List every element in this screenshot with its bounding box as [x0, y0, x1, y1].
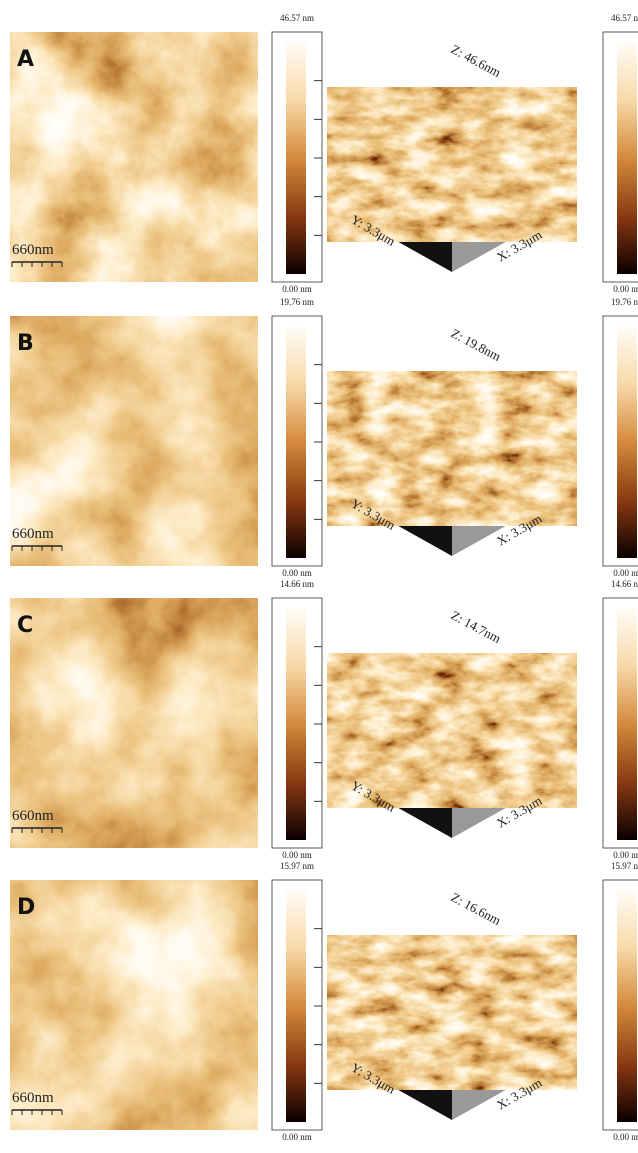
colorbar-gradient [286, 890, 306, 1122]
right-colorbar-max: 15.97 nm [611, 861, 638, 871]
right-colorbar-min: 0.00 nm [613, 284, 638, 294]
colorbar-max: 19.76 nm [280, 297, 314, 307]
panel: B 660nm 19.76 nm 0.00 nm 19.76 nm 0.00 nm Z: 1… [10, 297, 638, 578]
colorbar-gradient [286, 42, 306, 274]
z-axis-label: Z: 14.7nm [449, 607, 504, 646]
right-colorbar-gradient [617, 326, 637, 558]
scale-bar-label: 660nm [12, 808, 54, 824]
colorbar-max: 15.97 nm [280, 861, 314, 871]
right-colorbar-min: 0.00 nm [613, 1132, 638, 1142]
panel-label: D [17, 895, 35, 920]
right-colorbar-gradient [617, 608, 637, 840]
right-colorbar-max: 14.66 nm [611, 579, 638, 589]
colorbar-max: 14.66 nm [280, 579, 314, 589]
right-colorbar-gradient [617, 890, 637, 1122]
colorbar-min: 0.00 nm [282, 850, 312, 860]
right-colorbar-max: 19.76 nm [611, 297, 638, 307]
z-axis-label: Z: 16.6nm [449, 889, 504, 928]
colorbar-gradient [286, 608, 306, 840]
panel: C 660nm 14.66 nm 0.00 nm 14.66 nm 0.00 nm Z: 1… [10, 579, 638, 860]
panel-label: C [17, 613, 33, 638]
scale-bar-label: 660nm [12, 242, 54, 258]
figure: A 660nm 46.57 nm 0.00 nm 46.57 nm 0.00 nm Z: 4… [0, 0, 638, 1153]
z-axis-label: Z: 46.6nm [449, 41, 504, 80]
colorbar-max: 46.57 nm [280, 13, 314, 23]
right-colorbar-gradient [617, 42, 637, 274]
right-colorbar-min: 0.00 nm [613, 568, 638, 578]
colorbar-min: 0.00 nm [282, 1132, 312, 1142]
panel-label: A [17, 47, 34, 72]
colorbar-min: 0.00 nm [282, 568, 312, 578]
right-colorbar-min: 0.00 nm [613, 850, 638, 860]
colorbar-min: 0.00 nm [282, 284, 312, 294]
right-colorbar-max: 46.57 nm [611, 13, 638, 23]
colorbar-gradient [286, 326, 306, 558]
panel: A 660nm 46.57 nm 0.00 nm 46.57 nm 0.00 nm Z: 4… [10, 13, 638, 294]
panel-label: B [17, 331, 34, 356]
scale-bar-label: 660nm [12, 526, 54, 542]
panel: D 660nm 15.97 nm 0.00 nm 15.97 nm 0.00 nm Z: 1… [10, 861, 638, 1142]
scale-bar-label: 660nm [12, 1090, 54, 1106]
z-axis-label: Z: 19.8nm [449, 325, 504, 364]
